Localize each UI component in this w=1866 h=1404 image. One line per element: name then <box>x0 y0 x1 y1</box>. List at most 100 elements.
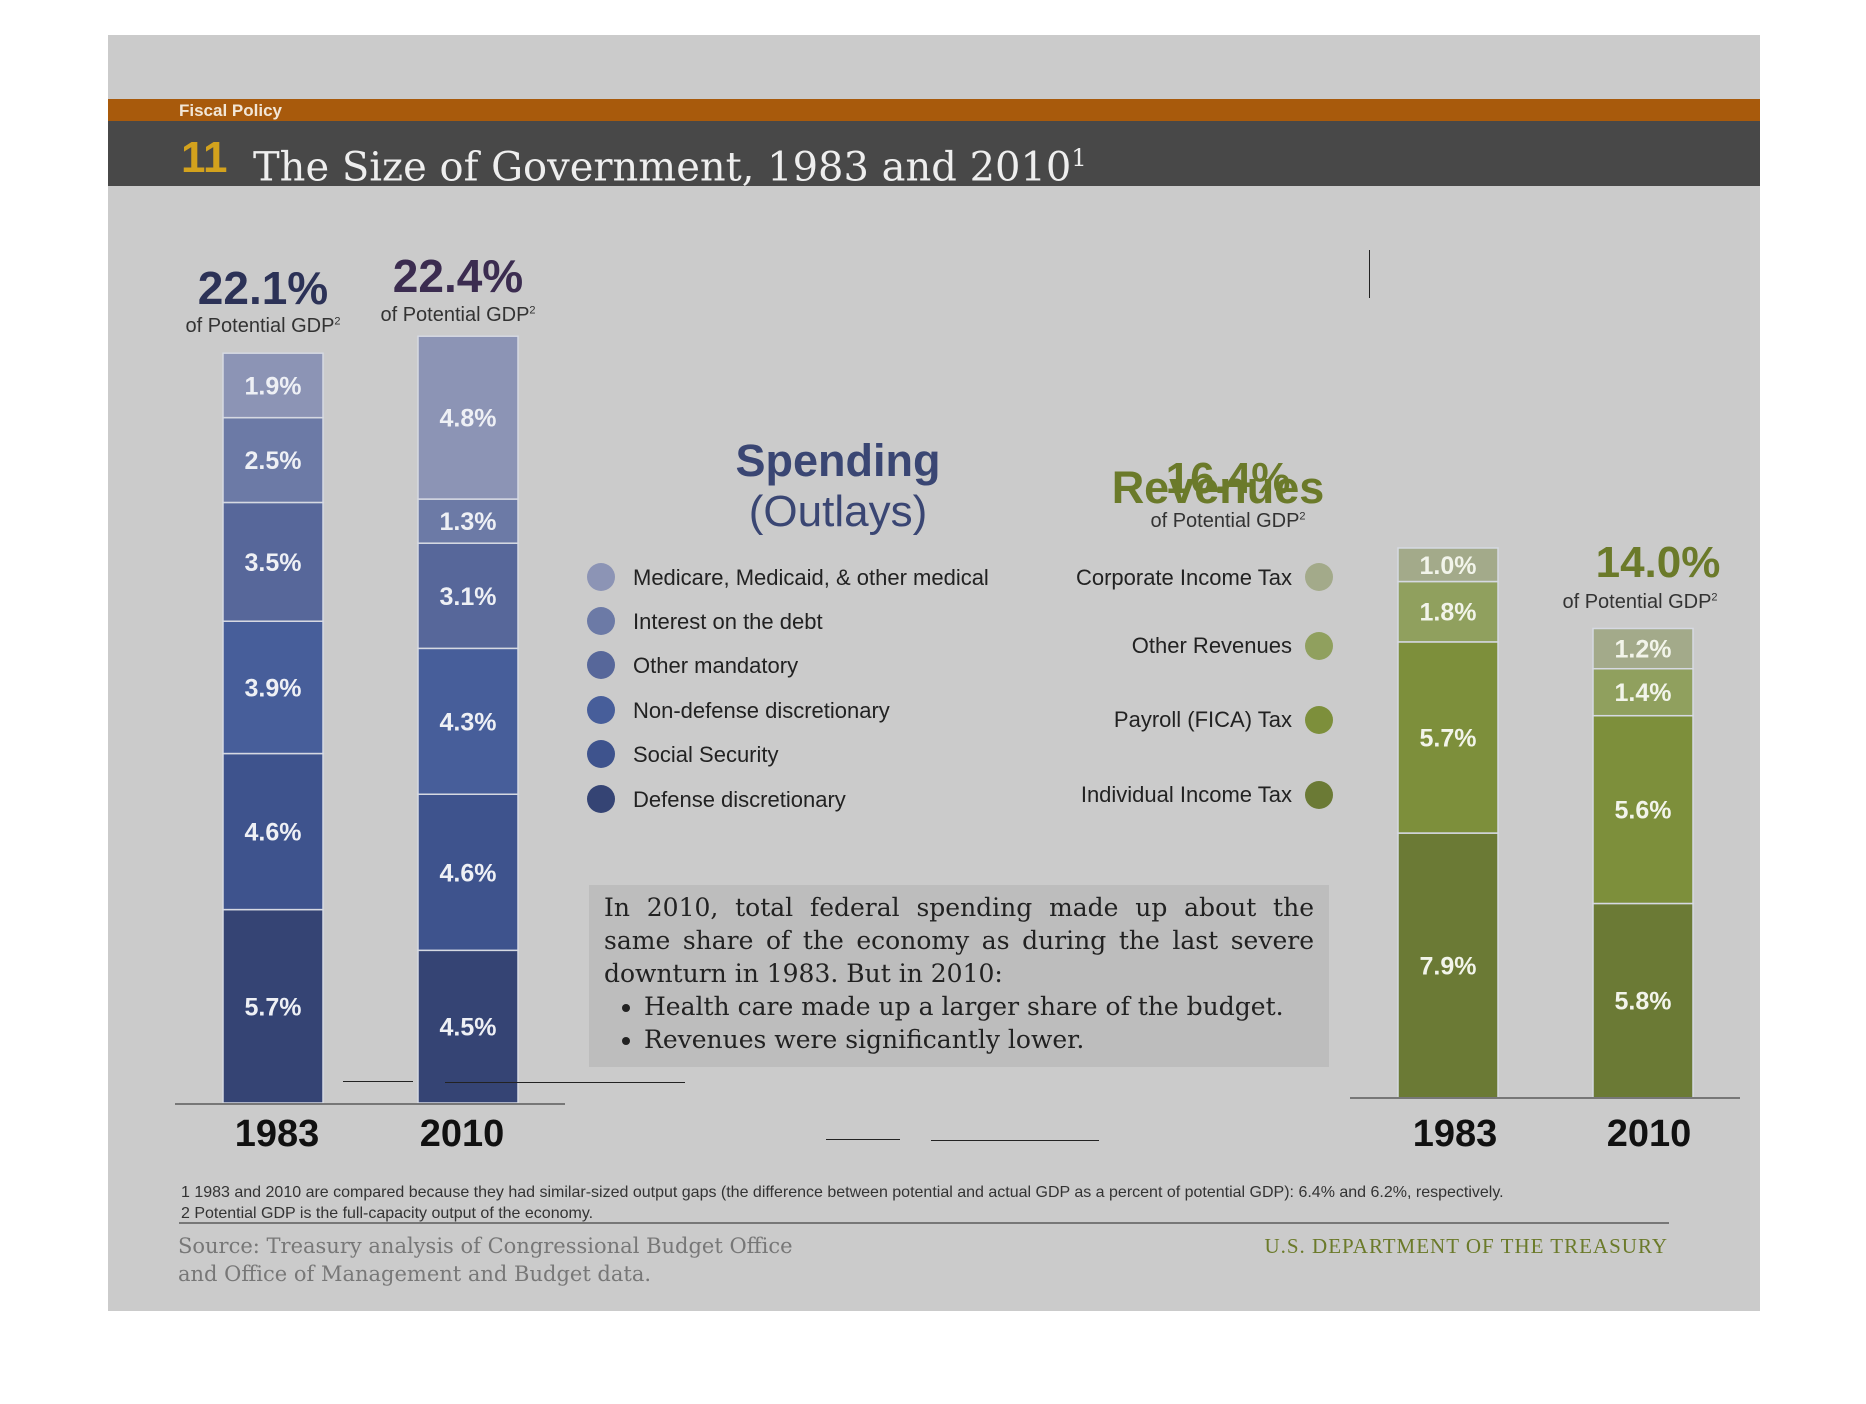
bar-value-label: 1.2% <box>1615 636 1672 664</box>
legend-swatch-nondefense <box>587 696 615 724</box>
title-text: The Size of Government, 1983 and 2010 <box>253 144 1072 191</box>
legend-label-payroll: Payroll (FICA) Tax <box>1113 707 1292 732</box>
bar-value-label: 5.7% <box>1420 724 1477 752</box>
revenues-heading: Revenues <box>1111 462 1325 513</box>
legend-label-corporate: Corporate Income Tax <box>1075 565 1292 590</box>
section-label: Fiscal Policy <box>179 101 282 120</box>
revenue-year-2010: 2010 <box>1606 1113 1692 1155</box>
legend-swatch-other-mandatory <box>587 651 615 679</box>
bar-segment-spending-outlays-2010-defense-discretionary <box>417 949 519 1104</box>
bar-value-label: 4.6% <box>440 859 497 887</box>
bar-value-label: 1.0% <box>1420 552 1477 580</box>
bar-value-label: 4.3% <box>440 708 497 736</box>
title-footnote-mark: 1 <box>1071 144 1087 172</box>
revenue-baseline <box>1350 1097 1740 1099</box>
bar-segment-revenues-2010-other-revenues <box>1592 667 1694 717</box>
bar-value-label: 4.6% <box>245 819 302 847</box>
spending-total-2010: 22.4% <box>392 250 524 302</box>
revenue-total-2010-sub: of Potential GDP2 <box>1540 592 1740 612</box>
department-name: U.S. DEPARTMENT OF THE TREASURY <box>1264 1234 1668 1258</box>
legend-swatch-interest <box>587 607 615 635</box>
bar-segment-spending-outlays-2010-non-defense-discretionary <box>417 647 519 795</box>
source-note: Source: Treasury analysis of Congression… <box>178 1232 793 1288</box>
bar-value-label: 1.4% <box>1615 679 1672 707</box>
spending-baseline <box>175 1103 565 1105</box>
rule-mark <box>445 1082 685 1083</box>
note-bullet: Revenues were significantly lower. <box>644 1023 1314 1056</box>
sub-sup: 2 <box>529 304 536 317</box>
spending-year-2010: 2010 <box>419 1113 505 1155</box>
bar-value-label: 4.8% <box>440 405 497 433</box>
sub-sup: 2 <box>1711 591 1718 604</box>
page-title: The Size of Government, 1983 and 20101 <box>253 132 1087 193</box>
footer-rule <box>179 1222 1669 1224</box>
slide-number: 11 <box>181 133 228 182</box>
bar-value-label: 3.1% <box>440 583 497 611</box>
source-line-2: and Office of Management and Budget data… <box>178 1262 652 1286</box>
bar-segment-revenues-1983-payroll-fica-tax <box>1397 641 1499 834</box>
legend-swatch-medicare <box>587 563 615 591</box>
legend-swatch-social-security <box>587 740 615 768</box>
revenue-year-1983: 1983 <box>1412 1113 1498 1155</box>
bar-segment-spending-outlays-1983-interest-on-the-debt <box>222 416 324 504</box>
bar-segment-revenues-2010-corporate-income-tax <box>1592 627 1694 670</box>
bar-segment-spending-outlays-1983-other-mandatory <box>222 501 324 622</box>
sub-text: of Potential GDP <box>1562 591 1712 613</box>
bar-segment-spending-outlays-1983-non-defense-discretionary <box>222 620 324 755</box>
bar-segment-revenues-2010-individual-income-tax <box>1592 902 1694 1099</box>
legend-swatch-corporate <box>1305 563 1333 591</box>
bar-value-label: 1.9% <box>245 372 302 400</box>
bar-segment-revenues-1983-individual-income-tax <box>1397 832 1499 1099</box>
bar-segment-revenues-2010-payroll-fica-tax <box>1592 714 1694 905</box>
bar-segment-spending-outlays-1983-social-security <box>222 752 324 911</box>
rule-mark <box>826 1139 900 1140</box>
rule-mark <box>1369 250 1370 298</box>
bar-value-label: 5.8% <box>1615 988 1672 1016</box>
spending-year-1983: 1983 <box>234 1113 320 1155</box>
legend-label-nondefense: Non-defense discretionary <box>633 698 890 723</box>
bar-value-label: 7.9% <box>1420 953 1477 981</box>
sub-text: of Potential GDP <box>1150 510 1300 532</box>
bar-segment-spending-outlays-2010-social-security <box>417 793 519 952</box>
slide: Fiscal Policy 11 The Size of Government,… <box>108 35 1760 1311</box>
legend-label-other-mandatory: Other mandatory <box>633 653 799 678</box>
spending-heading-line1: Spending <box>735 435 941 486</box>
note-bullets: Health care made up a larger share of th… <box>604 990 1314 1056</box>
bar-value-label: 5.6% <box>1615 797 1672 825</box>
spending-total-1983-sub: of Potential GDP2 <box>163 316 363 336</box>
bar-value-label: 1.3% <box>440 508 497 536</box>
sub-text: of Potential GDP <box>185 315 335 337</box>
legend-swatch-individual <box>1305 781 1333 809</box>
legend-label-medicare: Medicare, Medicaid, & other medical <box>633 565 989 590</box>
sub-sup: 2 <box>334 315 341 328</box>
footnote-1: 1 1983 and 2010 are compared because the… <box>181 1184 1504 1201</box>
bar-value-label: 1.8% <box>1420 599 1477 627</box>
sub-sup: 2 <box>1299 510 1306 523</box>
note-paragraph: In 2010, total federal spending made up … <box>604 893 1314 988</box>
bar-value-label: 5.7% <box>245 993 302 1021</box>
revenue-total-2010: 14.0% <box>1595 538 1721 587</box>
summary-note: In 2010, total federal spending made up … <box>589 885 1329 1067</box>
section-band <box>108 99 1760 121</box>
legend-label-defense: Defense discretionary <box>633 787 846 812</box>
spending-total-1983: 22.1% <box>197 262 329 314</box>
bar-segment-spending-outlays-2010-other-mandatory <box>417 542 519 650</box>
bar-value-label: 3.5% <box>245 549 302 577</box>
legend-swatch-defense <box>587 785 615 813</box>
bar-value-label: 2.5% <box>245 447 302 475</box>
spending-total-2010-sub: of Potential GDP2 <box>358 305 558 325</box>
bar-segment-spending-outlays-2010-medicare-medicaid-other-medical <box>417 335 519 500</box>
bar-segment-spending-outlays-2010-interest-on-the-debt <box>417 498 519 544</box>
title-bar <box>108 121 1760 186</box>
source-line-1: Source: Treasury analysis of Congression… <box>178 1234 793 1258</box>
footnote-2: 2 Potential GDP is the full-capacity out… <box>181 1205 594 1222</box>
bar-value-label: 4.5% <box>440 1014 497 1042</box>
rule-mark <box>931 1140 1099 1141</box>
legend-label-individual: Individual Income Tax <box>1080 782 1292 807</box>
legend-label-social-security: Social Security <box>633 742 779 767</box>
legend-label-interest: Interest on the debt <box>633 609 823 634</box>
stacked-bar-chart: 5.7% 4.6% 3.9% 3.5% 2.5% 1.9% 4.5% 4.6% 4.3% 3.1%… <box>222 335 1694 1104</box>
legend-swatch-payroll <box>1305 706 1333 734</box>
bar-value-label: 3.9% <box>245 674 302 702</box>
rule-mark <box>343 1081 413 1082</box>
